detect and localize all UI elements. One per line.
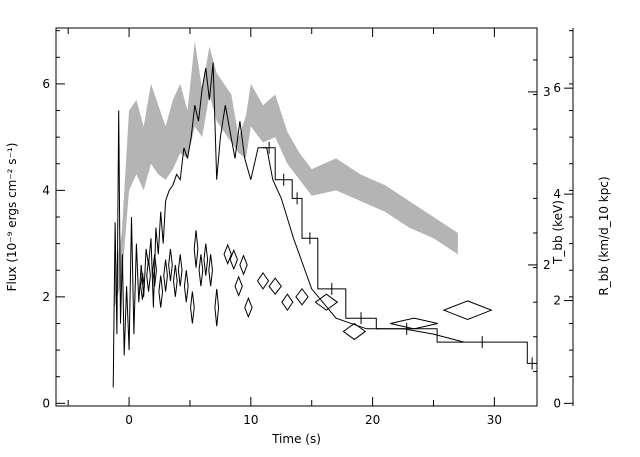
radius-diamond xyxy=(198,254,204,287)
radius-diamond xyxy=(203,243,209,276)
radius-diamond xyxy=(214,288,220,327)
y-left-tick-label: 4 xyxy=(42,183,50,197)
radius-diamond xyxy=(239,254,248,276)
radius-diamond xyxy=(281,293,294,312)
radius-diamond xyxy=(342,322,367,341)
radius-diamond xyxy=(146,259,151,292)
x-tick-label: 10 xyxy=(243,413,258,427)
x-tick-label: 20 xyxy=(365,413,380,427)
x-tick-label: 30 xyxy=(487,413,502,427)
radius-diamond xyxy=(173,264,178,297)
radius-diamond xyxy=(190,291,195,324)
radius-diamond xyxy=(234,275,243,297)
radius-diamond xyxy=(158,275,164,308)
y-right-outer-tick-label: 0 xyxy=(553,396,561,410)
y-left-tick-label: 6 xyxy=(42,77,50,91)
y-right-outer-tick-label: 4 xyxy=(553,187,561,201)
radius-diamond xyxy=(256,272,270,290)
radius-diamond xyxy=(152,254,157,287)
radius-diamond xyxy=(314,293,339,311)
radius-diamond xyxy=(183,270,189,303)
y-left-tick-label: 2 xyxy=(42,290,50,304)
radius-diamond xyxy=(390,317,438,330)
y-right-outer-tick-label: 6 xyxy=(553,81,561,95)
flux-histogram-layer xyxy=(112,62,537,388)
radius-diamond xyxy=(193,230,199,268)
y-right-inner-tick-label: 3 xyxy=(543,85,551,99)
y-axis-right-outer-label: R_bb (km/d_10 kpc) xyxy=(597,176,611,295)
y-axis-left-label: Flux (10⁻⁹ ergs cm⁻² s⁻¹) xyxy=(5,143,19,292)
radius-diamond xyxy=(177,254,183,287)
y-right-outer-tick-label: 2 xyxy=(553,294,561,308)
radius-diamond xyxy=(208,254,213,287)
radius-diamond xyxy=(223,243,232,265)
radius-diamond xyxy=(168,248,173,281)
y-axis-right-inner-label: T_bb (keV) xyxy=(551,200,565,265)
radius-diamond xyxy=(244,296,253,319)
radius-diamond xyxy=(163,259,168,292)
x-tick-label: 0 xyxy=(125,413,133,427)
radius-diamond-layer xyxy=(140,230,493,341)
radius-diamond xyxy=(268,277,282,296)
x-axis-label: Time (s) xyxy=(271,432,321,446)
y-left-tick-label: 0 xyxy=(42,396,50,410)
radius-diamond xyxy=(229,248,238,271)
radius-diamond xyxy=(295,288,309,306)
y-right-inner-tick-label: 2 xyxy=(543,258,551,272)
radius-diamond xyxy=(140,272,145,300)
radius-diamond xyxy=(442,300,493,321)
